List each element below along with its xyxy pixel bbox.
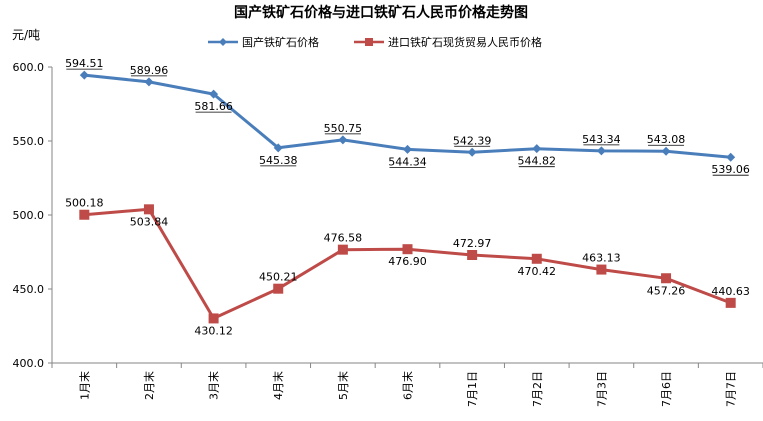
data-point-diamond xyxy=(273,143,283,153)
data-point-square xyxy=(337,244,348,255)
data-point-diamond xyxy=(532,144,542,154)
data-label: 539.06 xyxy=(711,163,750,176)
data-label: 589.96 xyxy=(130,64,169,77)
chart-title: 国产铁矿石价格与进口铁矿石人民币价格走势图 xyxy=(234,4,528,21)
data-label: 472.97 xyxy=(453,237,492,250)
x-tick-label: 6月末 xyxy=(401,371,415,400)
data-point-square xyxy=(208,313,219,324)
data-label: 450.21 xyxy=(259,271,298,284)
data-label: 542.39 xyxy=(453,134,492,147)
data-point-square xyxy=(402,244,413,255)
data-point-square xyxy=(79,209,90,220)
data-point-square xyxy=(725,297,736,308)
data-point-diamond xyxy=(661,146,671,156)
data-label: 476.58 xyxy=(324,232,363,245)
data-point-square xyxy=(596,264,607,275)
data-point-diamond xyxy=(209,89,219,99)
data-point-square xyxy=(467,250,478,261)
legend: 国产铁矿石价格 进口铁矿石现货贸易人民币价格 xyxy=(208,35,542,49)
x-tick-label: 2月末 xyxy=(142,371,156,400)
legend-marker-domestic xyxy=(219,38,227,46)
x-tick-label: 7月6日 xyxy=(660,371,673,407)
x-tick-label: 3月末 xyxy=(207,371,221,400)
markers xyxy=(79,70,736,324)
data-label: 463.13 xyxy=(582,252,621,265)
x-tick-label: 1月末 xyxy=(77,371,91,400)
data-label: 544.34 xyxy=(388,155,427,168)
legend-label-domestic: 国产铁矿石价格 xyxy=(242,35,319,49)
data-point-diamond xyxy=(596,146,606,156)
x-tick-label: 7月1日 xyxy=(466,371,479,407)
data-label: 545.38 xyxy=(259,154,298,167)
data-point-diamond xyxy=(403,144,412,154)
data-label: 581.66 xyxy=(194,100,233,113)
y-tick-label: 400.0 xyxy=(13,357,45,370)
x-tick-label: 5月末 xyxy=(336,371,350,400)
data-label: 476.90 xyxy=(388,255,427,268)
data-point-diamond xyxy=(79,70,89,80)
data-label: 544.82 xyxy=(518,155,557,168)
x-tick-label: 7月2日 xyxy=(531,371,544,407)
x-tick-label: 4月末 xyxy=(271,371,285,400)
data-label: 550.75 xyxy=(324,122,363,135)
data-label: 500.18 xyxy=(65,197,104,210)
data-label: 430.12 xyxy=(194,324,233,337)
y-tick-label: 550.0 xyxy=(13,135,45,148)
legend-marker-imported xyxy=(365,38,373,46)
data-point-square xyxy=(661,273,672,284)
data-point-square xyxy=(143,204,154,215)
data-point-diamond xyxy=(144,77,154,87)
data-label: 543.34 xyxy=(582,133,621,146)
data-point-square xyxy=(531,253,542,264)
data-label: 440.63 xyxy=(711,285,750,298)
data-label: 594.51 xyxy=(65,57,104,70)
y-tick-label: 600.0 xyxy=(13,61,45,74)
data-point-diamond xyxy=(338,135,348,145)
data-point-diamond xyxy=(726,152,736,162)
y-tick-label: 450.0 xyxy=(13,283,45,296)
x-tick-label: 7月7日 xyxy=(725,371,738,407)
data-label: 457.26 xyxy=(647,284,686,297)
data-label: 503.84 xyxy=(130,215,169,228)
data-labels: 594.51 589.96 581.66 545.38 550.75 544.34 542.… xyxy=(65,57,750,337)
data-label: 470.42 xyxy=(518,265,557,278)
x-tick-label: 7月3日 xyxy=(595,371,608,407)
data-point-diamond xyxy=(467,147,477,157)
legend-label-imported: 进口铁矿石现货贸易人民币价格 xyxy=(388,35,542,49)
y-axis-label: 元/吨 xyxy=(12,28,40,42)
data-label: 543.08 xyxy=(647,133,686,146)
y-tick-label: 500.0 xyxy=(13,209,45,222)
series-lines xyxy=(84,73,732,320)
data-point-square xyxy=(273,283,284,294)
axes: 400.0 450.0 500.0 550.0 600.0 1月末 2月末 3月末 4月末 5月末… xyxy=(13,61,763,407)
